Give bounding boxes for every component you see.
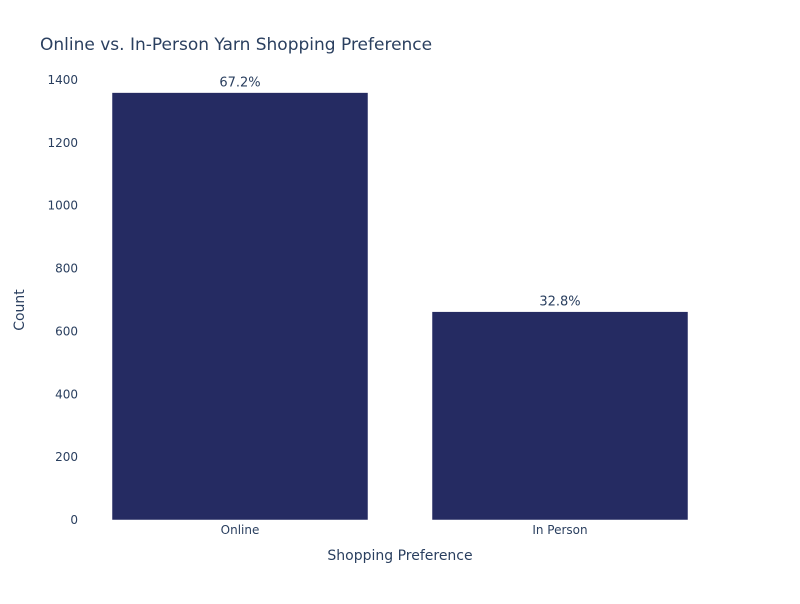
chart-title: Online vs. In-Person Yarn Shopping Prefe… — [40, 35, 432, 55]
x-axis: Online In Person — [221, 523, 588, 537]
x-tick-label: In Person — [532, 523, 587, 537]
y-tick-label: 600 — [55, 324, 78, 338]
y-tick-label: 0 — [70, 513, 78, 527]
y-tick-label: 1400 — [47, 73, 78, 87]
bar — [111, 92, 369, 521]
y-tick-label: 200 — [55, 450, 78, 464]
bar-data-label: 67.2% — [219, 76, 260, 91]
y-tick-label: 400 — [55, 387, 78, 401]
x-tick-label: Online — [221, 523, 260, 537]
x-axis-title: Shopping Preference — [327, 548, 472, 564]
bar — [431, 311, 689, 521]
y-tick-label: 800 — [55, 262, 78, 276]
y-tick-label: 1000 — [47, 199, 78, 213]
data-labels-group: 67.2% 32.8% — [219, 76, 580, 310]
y-axis-title: Count — [12, 289, 28, 331]
bars-group — [111, 92, 689, 521]
y-axis: 0 200 400 600 800 1000 1200 1400 — [47, 73, 78, 527]
bar-data-label: 32.8% — [539, 295, 580, 310]
y-tick-label: 1200 — [47, 136, 78, 150]
